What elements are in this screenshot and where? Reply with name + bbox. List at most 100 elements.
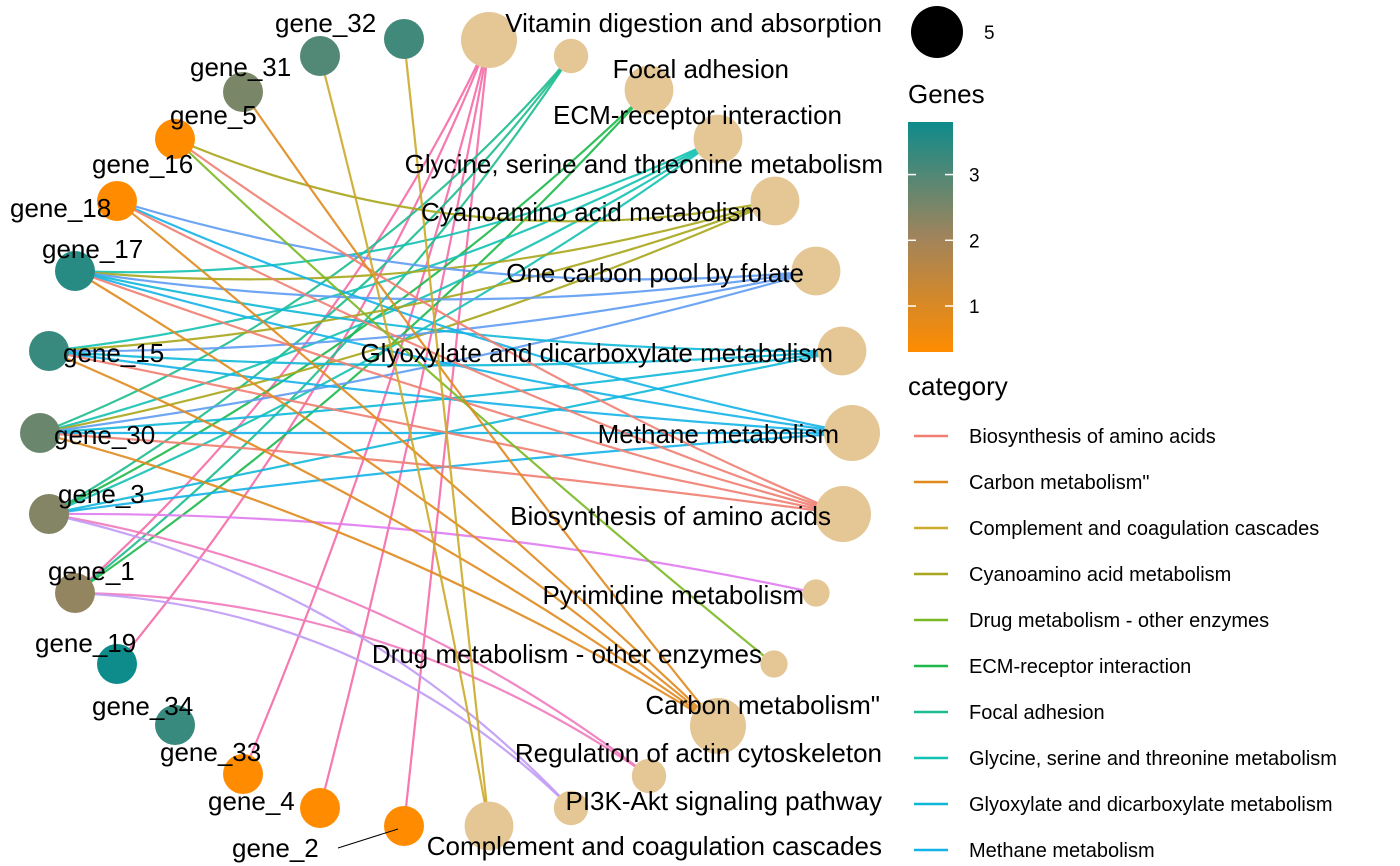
- gene-node-gene-33: [223, 754, 263, 794]
- edge-gene-15-glycine-serine-and-threonine-metabolism: [48, 138, 719, 353]
- edge-gene-17-carbon-metabolism: [74, 270, 719, 727]
- gene-node-gene-3: [29, 494, 69, 534]
- gene-label-gene-2: gene_2: [232, 833, 319, 863]
- edge-gene-17-glycine-serine-and-threonine-metabolism: [74, 138, 719, 274]
- category-node-focal-adhesion: [553, 38, 589, 74]
- gene-node-gene-30: [20, 413, 60, 453]
- category-node-pyrimidine-metabolism: [802, 579, 830, 607]
- gene-label-gene-19: gene_19: [35, 628, 136, 658]
- gene-label-gene-30: gene_30: [54, 420, 155, 450]
- category-label-cyanoamino-acid-metabolism: Cyanoamino acid metabolism: [421, 197, 762, 227]
- category-legend: category Biosynthesis of amino acids Carb…: [908, 371, 1337, 862]
- gene-node-gene-15: [29, 331, 69, 371]
- edge-gene-15-glyoxylate-and-dicarboxylate-metabolism: [48, 349, 843, 367]
- gene-node-gene-5: [223, 72, 263, 112]
- gene-node-gene-16: [155, 119, 195, 159]
- category-label-carbon-metabolism: Carbon metabolism": [645, 690, 880, 720]
- category-legend-label-ecm-receptor-interaction: ECM-receptor interaction: [969, 656, 1191, 678]
- gene-node-gene-1: [55, 573, 95, 613]
- gene-node-gene-17: [55, 251, 95, 291]
- category-label-ecm-receptor-interaction: ECM-receptor interaction: [553, 100, 842, 130]
- gene-label-gene-15: gene_15: [63, 338, 164, 368]
- category-legend-label-drug-metabolism-other-enzymes: Drug metabolism - other enzymes: [969, 610, 1269, 632]
- category-label-glycine-serine-and-threonine-metabolism: Glycine, serine and threonine metabolism: [405, 149, 883, 179]
- category-label-methane-metabolism: Methane metabolism: [598, 419, 839, 449]
- edge-gene-1-ecm-receptor-interaction: [74, 89, 650, 594]
- gene-label-gene-4: gene_4: [208, 786, 295, 816]
- category-legend-label-glycine-serine-and-threonine-metabolism: Glycine, serine and threonine metabolism: [969, 748, 1337, 770]
- edge-gene-30-glycine-serine-and-threonine-metabolism: [39, 138, 719, 435]
- edge-gene-15-methane-metabolism: [48, 349, 853, 435]
- gene-node-gene-31: [300, 36, 340, 76]
- gene-label-gene-5: gene_5: [170, 100, 257, 130]
- gene-node-gene-2: [384, 806, 424, 846]
- edge-gene-15-carbon-metabolism: [48, 349, 719, 727]
- category-legend-items: Biosynthesis of amino acids Carbon metabo…: [914, 426, 1337, 862]
- colorbar-tick-label-2: 2: [969, 231, 980, 252]
- gene-label-gene-3: gene_3: [58, 479, 145, 509]
- edge-gene-30-biosynthesis-of-amino-acids: [39, 431, 844, 516]
- gene-node-gene-18: [97, 181, 137, 221]
- gene-node-gene-19: [97, 644, 137, 684]
- node-layer: [20, 12, 880, 851]
- category-legend-label-glyoxylate-and-dicarboxylate-metabolism: Glyoxylate and dicarboxylate metabolism: [969, 794, 1333, 816]
- gene-label-gene-18: gene_18: [10, 193, 111, 223]
- category-label-drug-metabolism-other-enzymes: Drug metabolism - other enzymes: [372, 639, 762, 669]
- category-label-vitamin-digestion-and-absorption: Vitamin digestion and absorption: [505, 8, 882, 38]
- category-node-pi3k-akt-signaling-pathway: [553, 790, 589, 826]
- edge-gene-3-glycine-serine-and-threonine-metabolism: [48, 138, 719, 516]
- category-label-glyoxylate-and-dicarboxylate-metabolism: Glyoxylate and dicarboxylate metabolism: [360, 338, 833, 368]
- size-legend-dot: [911, 6, 963, 58]
- gene-label-gene-34: gene_34: [92, 691, 193, 721]
- edge-gene-30-carbon-metabolism: [39, 431, 719, 727]
- edge-gene-18-methane-metabolism: [116, 199, 853, 435]
- category-node-ecm-receptor-interaction: [624, 65, 674, 115]
- edge-gene-17-methane-metabolism: [74, 269, 853, 435]
- edge-gene-3-pi3k-akt-signaling-pathway: [48, 512, 572, 809]
- gene-2-leader-line: [337, 828, 399, 849]
- category-node-one-carbon-pool-by-folate: [791, 246, 841, 296]
- category-node-cyanoamino-acid-metabolism: [750, 176, 800, 226]
- gene-label-gene-31: gene_31: [190, 52, 291, 82]
- category-node-glyoxylate-and-dicarboxylate-metabolism: [817, 326, 867, 376]
- category-legend-label-methane-metabolism: Methane metabolism: [969, 840, 1155, 862]
- edge-layer: [39, 38, 853, 827]
- edge-gene-5-carbon-metabolism: [242, 91, 719, 727]
- colorbar-tick-label-1: 1: [969, 297, 980, 318]
- category-node-biosynthesis-of-amino-acids: [815, 486, 871, 542]
- size-legend: 5: [911, 6, 995, 58]
- category-node-glycine-serine-and-threonine-metabolism: [693, 114, 743, 164]
- colorbar-ticks: 1 2 3: [908, 166, 980, 318]
- colorbar: [908, 122, 953, 352]
- gene-label-gene-33: gene_33: [160, 737, 261, 767]
- edge-gene-19-vitamin-digestion-and-absorption: [116, 39, 491, 665]
- edge-gene-1-focal-adhesion: [74, 55, 572, 594]
- category-legend-label-carbon-metabolism: Carbon metabolism": [969, 472, 1150, 494]
- legend: 5 Genes 1 2 3 category Biosynthesis of ami…: [908, 6, 1337, 862]
- edge-gene-16-cyanoamino-acid-metabolism: [174, 137, 776, 223]
- category-legend-label-focal-adhesion: Focal adhesion: [969, 702, 1105, 724]
- category-node-carbon-metabolism: [690, 698, 746, 754]
- category-label-pyrimidine-metabolism: Pyrimidine metabolism: [542, 580, 804, 610]
- category-legend-label-biosynthesis-of-amino-acids: Biosynthesis of amino acids: [969, 426, 1216, 448]
- size-legend-label: 5: [984, 23, 995, 44]
- gene-label-gene-17: gene_17: [42, 234, 143, 264]
- edge-gene-1-regulation-of-actin-cytoskeleton: [74, 591, 650, 777]
- category-label-regulation-of-actin-cytoskeleton: Regulation of actin cytoskeleton: [515, 738, 882, 768]
- category-label-focal-adhesion: Focal adhesion: [613, 54, 789, 84]
- edge-gene-18-one-carbon-pool-by-folate: [116, 199, 817, 281]
- label-layer: gene_32 gene_31 gene_5 gene_16 gene_18 gene_1…: [10, 8, 883, 863]
- edge-gene-3-focal-adhesion: [48, 55, 572, 515]
- category-legend-title: category: [908, 371, 1008, 401]
- gene-node-gene-4: [300, 788, 340, 828]
- edge-gene-3-regulation-of-actin-cytoskeleton: [48, 512, 650, 777]
- edge-gene-18-biosynthesis-of-amino-acids: [116, 200, 844, 516]
- edge-gene-3-ecm-receptor-interaction: [48, 89, 650, 515]
- category-node-methane-metabolism: [824, 405, 880, 461]
- category-label-complement-and-coagulation-cascades: Complement and coagulation cascades: [427, 831, 882, 861]
- edge-gene-30-cyanoamino-acid-metabolism: [39, 199, 776, 435]
- edge-gene-17-biosynthesis-of-amino-acids: [74, 269, 844, 516]
- edge-gene-17-one-carbon-pool-by-folate: [74, 269, 817, 301]
- category-node-complement-and-coagulation-cascades: [464, 801, 514, 851]
